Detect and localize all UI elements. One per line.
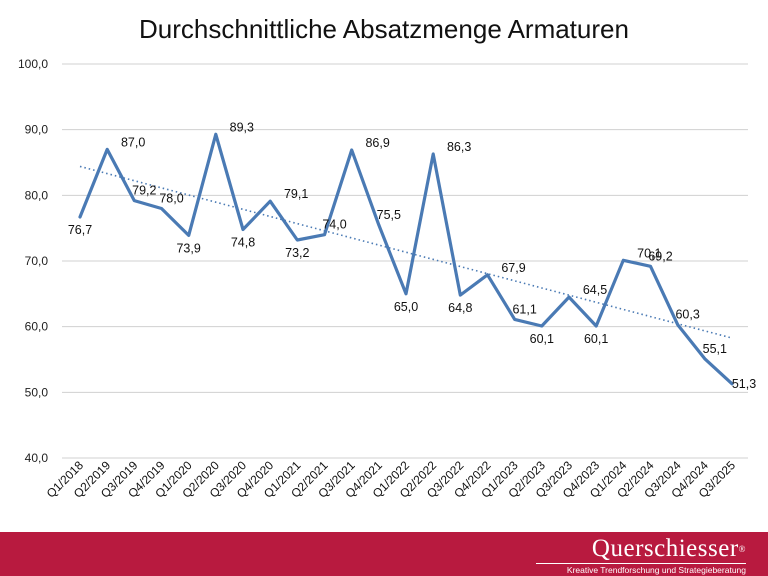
line-chart: 40,0 50,0 60,0 70,0 80,0 90,0 100,0 Q1/2018Q2/…: [18, 57, 756, 501]
data-label: 60,1: [530, 332, 554, 346]
data-label: 69,2: [648, 249, 672, 263]
y-tick-label: 100,0: [18, 57, 48, 71]
y-tick-label: 60,0: [25, 320, 49, 334]
data-label: 75,5: [377, 208, 401, 222]
y-tick-label: 50,0: [25, 385, 49, 399]
data-label: 79,1: [284, 187, 308, 201]
data-label: 78,0: [159, 191, 183, 205]
brand-tagline: Kreative Trendforschung und Strategieber…: [536, 563, 746, 575]
data-label: 87,0: [121, 135, 145, 149]
brand-logo: Querschiesser® Kreative Trendforschung u…: [536, 536, 746, 575]
y-tick-label: 70,0: [25, 254, 49, 268]
data-label: 60,1: [584, 332, 608, 346]
data-label: 73,2: [285, 246, 309, 260]
data-label: 51,3: [732, 377, 756, 391]
data-label: 74,0: [322, 218, 346, 232]
data-label: 55,1: [703, 342, 727, 356]
data-label: 64,8: [448, 301, 472, 315]
chart-title: Durchschnittliche Absatzmenge Armaturen: [139, 14, 629, 44]
data-label: 74,8: [231, 235, 255, 249]
data-label: 67,9: [501, 261, 525, 275]
data-labels: 76,7 87,0 79,278,0 73,9 89,3 74,8 79,1 73,2 74,0…: [68, 120, 756, 391]
brand-name: Querschiesser: [591, 535, 739, 562]
y-tick-label: 40,0: [25, 451, 49, 465]
series-line: [78, 132, 734, 386]
data-label: 70,1: [637, 246, 661, 260]
gridlines: [62, 63, 748, 459]
x-axis-ticks: Q1/2018Q2/2019Q3/2019Q4/2019Q1/2020Q2/20…: [44, 458, 739, 501]
data-label: 61,1: [512, 302, 536, 316]
y-tick-label: 80,0: [25, 188, 49, 202]
footer-band: [0, 532, 768, 576]
data-label: 60,3: [675, 308, 699, 322]
data-label: 65,0: [394, 300, 418, 314]
series-line-group: [78, 132, 734, 386]
y-axis-ticks: 40,0 50,0 60,0 70,0 80,0 90,0 100,0: [18, 57, 48, 465]
data-label: 86,3: [447, 140, 471, 154]
data-label: 73,9: [176, 241, 200, 255]
y-tick-label: 90,0: [25, 123, 49, 137]
data-label: 79,2: [132, 184, 156, 198]
data-label: 64,5: [583, 283, 607, 297]
registered-mark: ®: [738, 544, 746, 554]
data-label: 86,9: [365, 136, 389, 150]
data-label: 76,7: [68, 223, 92, 237]
data-label: 89,3: [230, 120, 254, 134]
